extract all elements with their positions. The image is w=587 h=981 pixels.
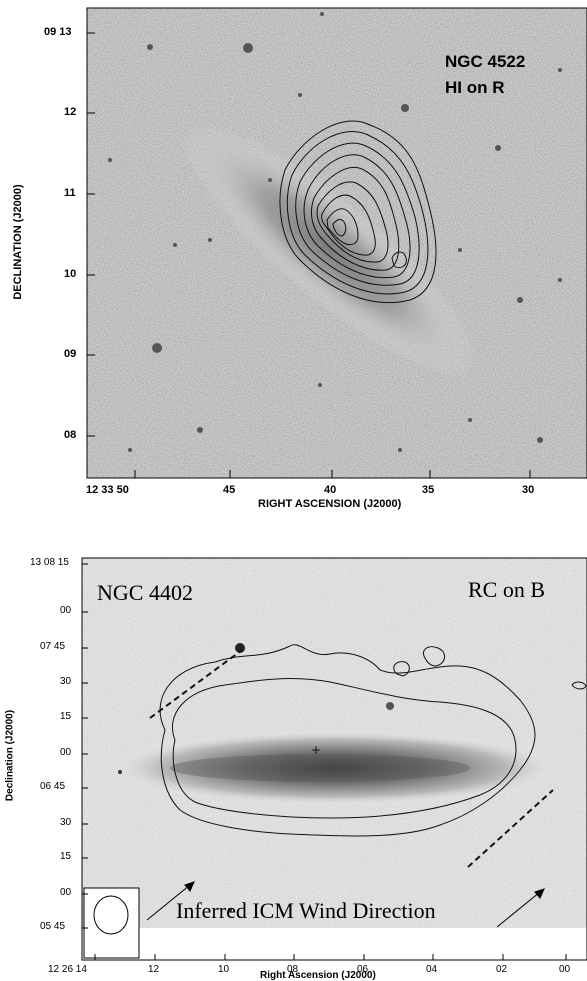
top-xtick-1: 45 [223,484,236,496]
bottom-title-right: RC on B [468,577,546,602]
bottom-ytick-2: 07 45 [40,641,66,652]
top-image-frame [86,7,587,479]
top-ytick-0: 09 13 [44,26,72,38]
bottom-ytick-9: 00 [60,887,72,898]
bottom-ytick-5: 00 [60,747,72,758]
bottom-ytick-7: 30 [60,817,72,828]
top-xlabel: RIGHT ASCENSION (J2000) [258,498,402,510]
background-stars [108,12,562,452]
bottom-xtick-0: 12 26 14 [48,964,87,975]
bottom-ytick-3: 30 [60,676,72,687]
beam-ellipse [93,895,129,935]
top-ytick-1: 12 [64,106,77,118]
top-ytick-3: 10 [64,268,77,280]
bottom-xtick-6: 02 [496,964,508,975]
bottom-ytick-6: 06 45 [40,781,66,792]
top-title-line1: NGC 4522 [445,52,526,71]
top-title-line2: HI on R [445,78,505,97]
bottom-xtick-7: 00 [559,964,571,975]
bottom-xlabel: Right Ascension (J2000) [260,970,376,981]
beam-box [83,887,140,959]
svg-text:+: + [311,743,321,757]
top-ytick-4: 09 [64,348,77,360]
bottom-xtick-2: 10 [218,964,230,975]
wind-arrows [146,881,545,928]
top-ytick-2: 11 [64,187,76,199]
bottom-xtick-5: 04 [426,964,438,975]
bright-star [235,643,245,653]
dashed-wind-lines [149,649,554,868]
bottom-xtick-3: 08 [287,964,299,975]
bottom-image-frame: + [81,557,587,961]
bottom-title-left: NGC 4402 [97,580,193,605]
bottom-ytick-0: 13 08 15 [30,557,69,568]
rc-contours [159,644,587,837]
top-figure-panel: NGC 4522 HI on R 09 13 12 11 10 09 08 12… [12,7,587,510]
top-xtick-3: 35 [422,484,435,496]
bottom-ytick-1: 00 [60,605,72,616]
bottom-ytick-10: 05 45 [40,921,66,932]
top-xtick-2: 40 [324,484,337,496]
bottom-ylabel: Declination (J2000) [4,709,16,802]
top-xtick-4: 30 [522,484,535,496]
bottom-ytick-4: 15 [60,711,72,722]
galaxy-ngc4402 [105,730,565,806]
wind-annotation: Inferred ICM Wind Direction [176,898,436,923]
top-ylabel: DECLINATION (J2000) [12,184,24,300]
galaxy-ngc4522 [180,122,480,378]
bottom-figure-panel: + [0,540,587,981]
top-xtick-0: 12 33 50 [86,484,129,496]
hi-contours [279,120,437,304]
bottom-xtick-4: 06 [357,964,369,975]
bottom-xtick-1: 12 [148,964,160,975]
top-ytick-5: 08 [64,429,77,441]
bottom-ytick-8: 15 [60,851,72,862]
